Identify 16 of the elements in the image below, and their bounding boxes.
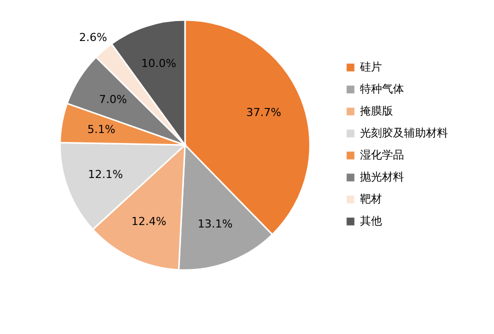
legend-label: 抛光材料 (360, 170, 404, 184)
legend-label: 硅片 (359, 60, 382, 74)
data-label: 12.4% (131, 214, 166, 228)
legend-label: 光刻胶及辅助材料 (360, 126, 448, 140)
legend-label: 湿化学品 (360, 148, 404, 162)
data-label: 12.1% (88, 168, 123, 182)
legend-label: 其他 (360, 214, 382, 228)
data-label: 2.6% (79, 31, 108, 44)
data-label: 13.1% (198, 218, 233, 231)
data-label: 5.1% (87, 122, 116, 136)
legend-label: 特种气体 (360, 82, 404, 96)
data-label: 10.0% (141, 57, 176, 70)
legend-label: 靶材 (360, 192, 382, 206)
data-label: 37.7% (246, 106, 282, 119)
legend-label: 掩膜版 (360, 104, 393, 118)
data-label: 7.0% (98, 92, 127, 106)
